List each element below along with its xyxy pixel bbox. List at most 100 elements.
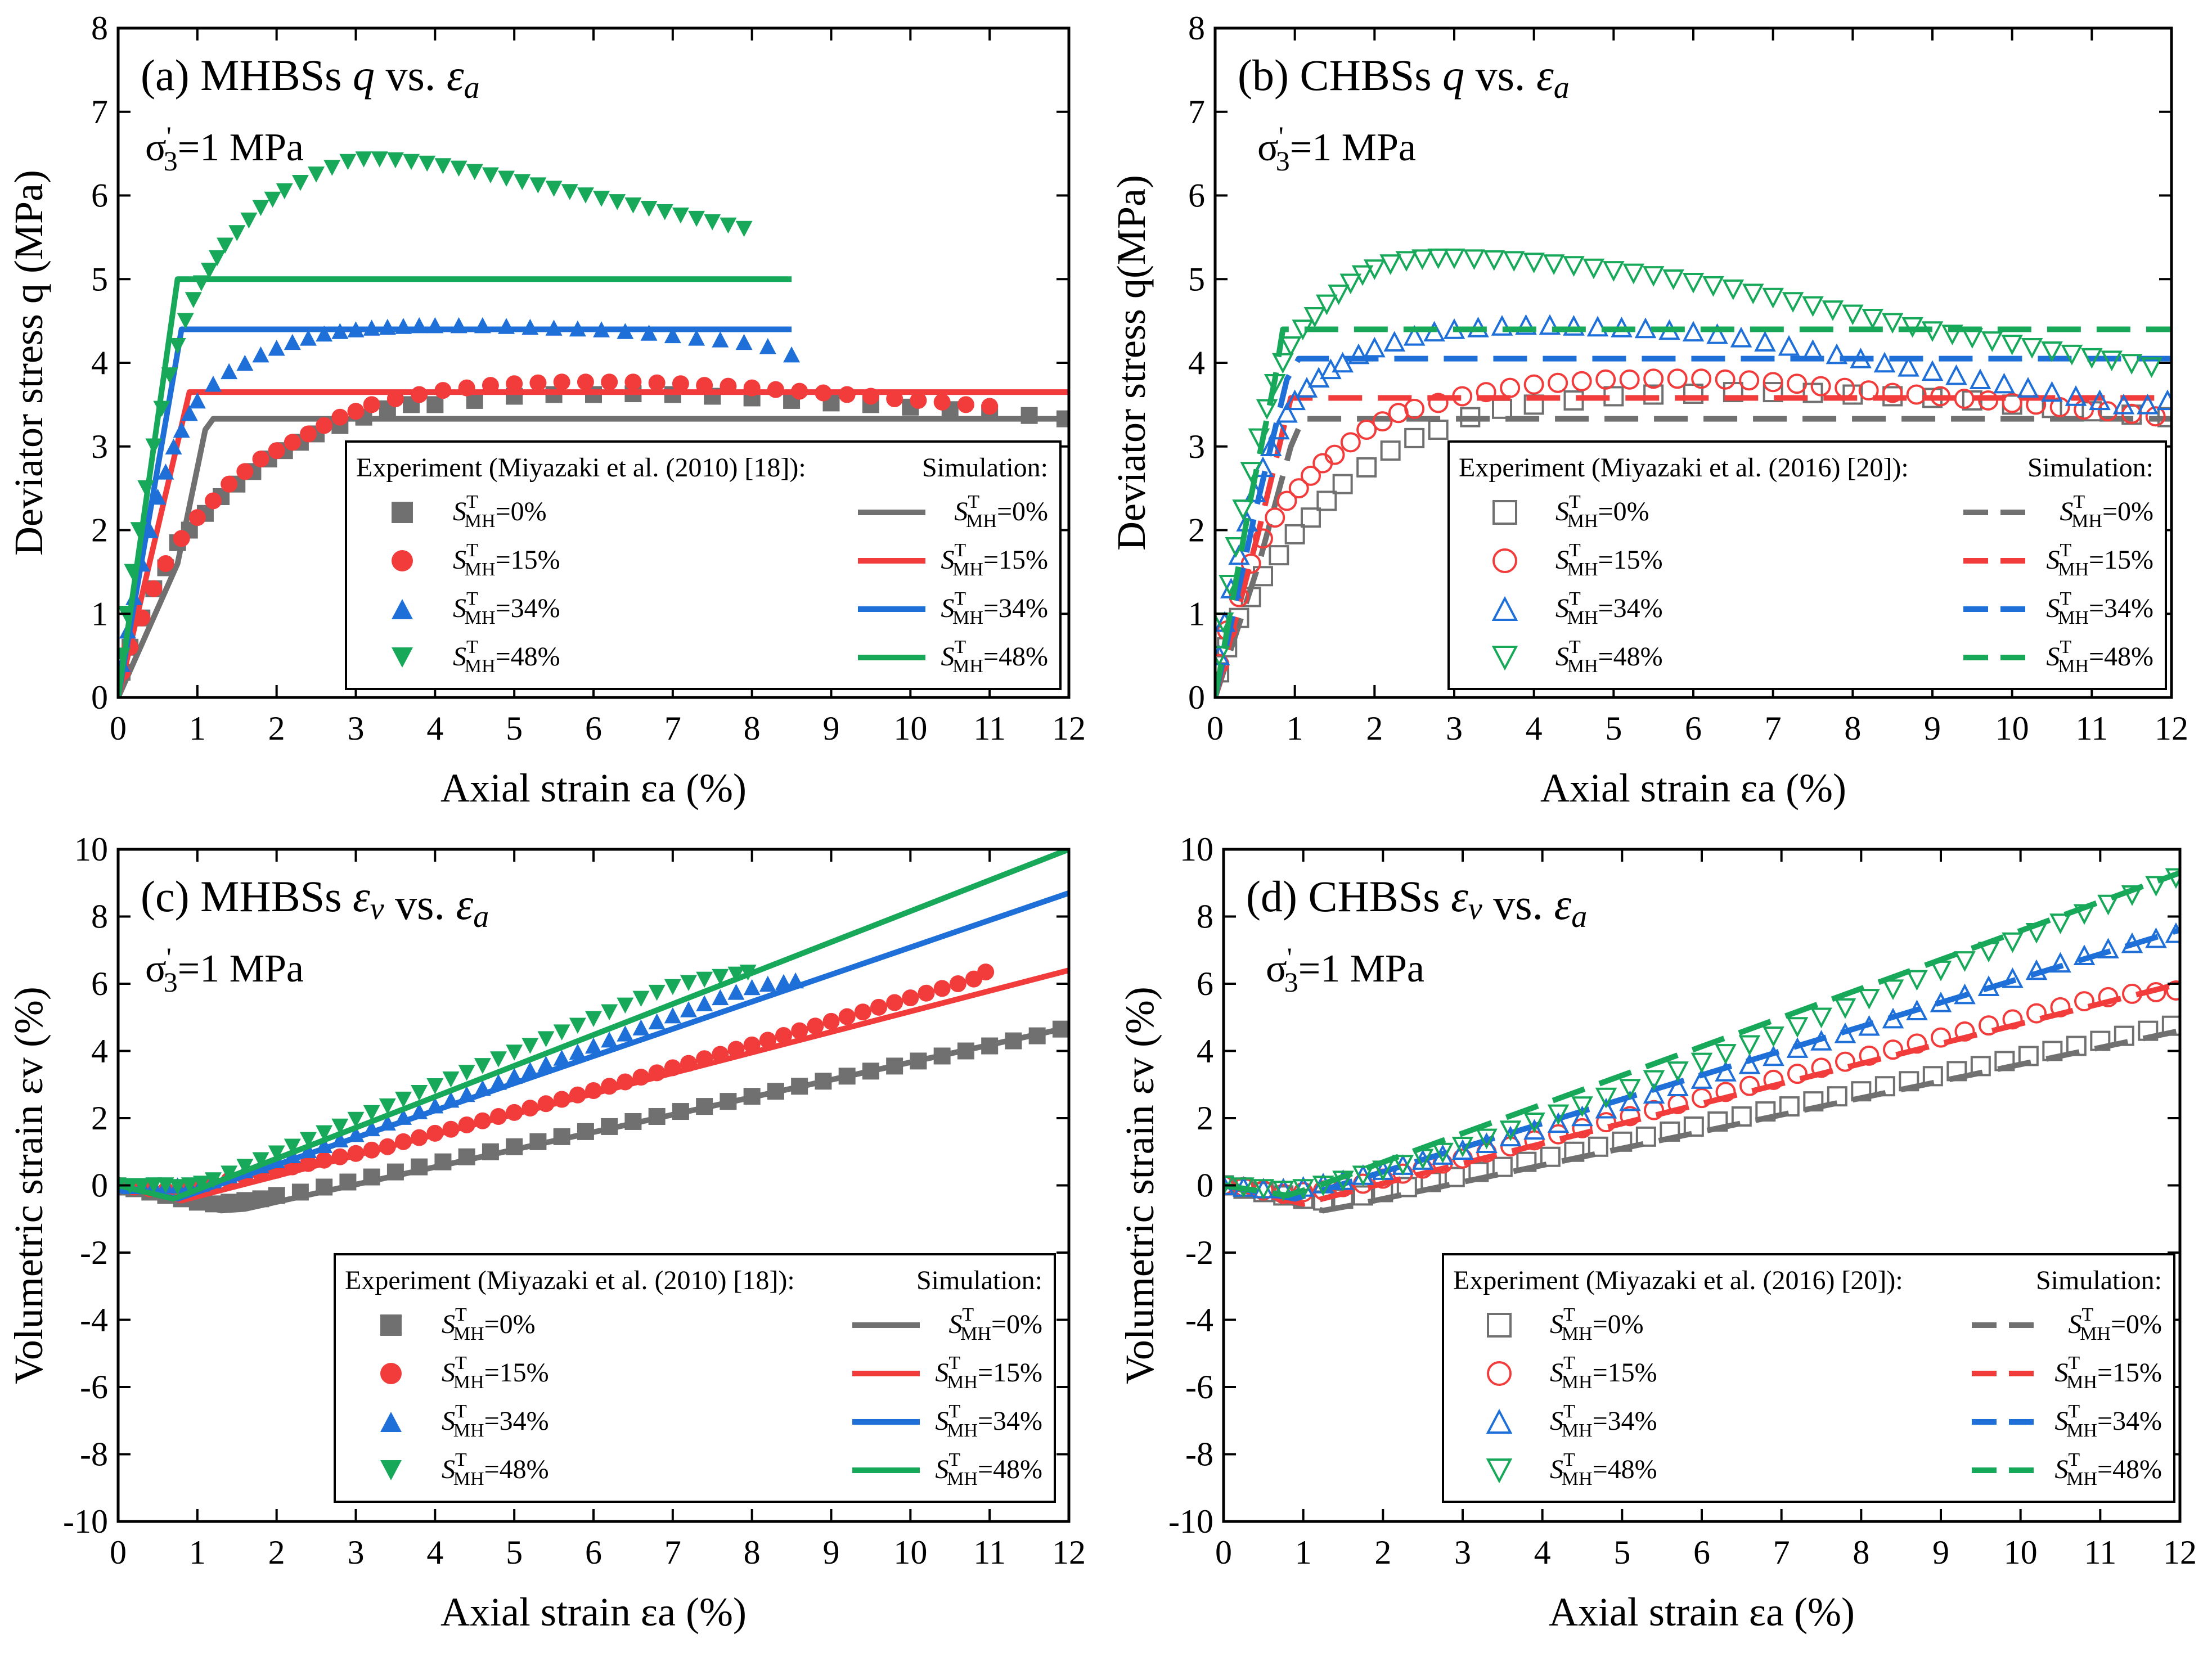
exp-point-red xyxy=(664,1059,681,1077)
exp-point-green xyxy=(252,1152,269,1168)
legend-sim-label: ST MH=0% xyxy=(2068,1304,2162,1344)
exp-point-red xyxy=(173,530,190,547)
exp-point-green xyxy=(1248,428,1270,449)
exp-point-blue xyxy=(1706,323,1728,344)
exp-point-red xyxy=(957,396,974,413)
exp-point-red xyxy=(1835,377,1855,398)
y-tick-label: 6 xyxy=(1197,965,1213,1002)
exp-point-grey xyxy=(426,396,444,413)
exp-point-blue xyxy=(1691,1068,1713,1089)
exp-point-red xyxy=(601,373,618,391)
exp-point-red xyxy=(791,382,808,400)
x-tick-label: 11 xyxy=(2084,1534,2116,1571)
exp-point-blue xyxy=(300,1142,317,1159)
exp-point-red xyxy=(236,463,254,480)
exp-point-red xyxy=(910,391,927,409)
exp-point-blue xyxy=(1476,1132,1498,1154)
exp-point-grey xyxy=(1492,1156,1513,1177)
x-tick-label: 2 xyxy=(1374,1534,1391,1571)
exp-point-green xyxy=(2061,344,2083,366)
exp-point-blue xyxy=(735,334,753,350)
exp-point-grey xyxy=(838,1068,856,1085)
exp-point-red xyxy=(145,580,163,597)
exp-point-blue xyxy=(640,325,658,341)
exp-point-green xyxy=(426,1078,444,1095)
exp-point-blue xyxy=(1284,389,1306,411)
exp-point-green xyxy=(331,1118,349,1135)
exp-point-green xyxy=(1503,251,1525,272)
exp-point-blue xyxy=(331,323,349,339)
x-tick-label: 11 xyxy=(2075,710,2108,747)
exp-point-red xyxy=(807,1017,824,1035)
legend-marker-red xyxy=(1492,548,1517,573)
exp-point-red xyxy=(585,1082,602,1100)
exp-point-red xyxy=(1954,388,1975,409)
x-tick-label: 0 xyxy=(1207,710,1224,747)
exp-point-grey xyxy=(1683,1116,1704,1137)
exp-point-grey xyxy=(1899,1071,1919,1092)
legend-entry-label: ST MH=34% xyxy=(1550,1401,1657,1441)
exp-point-red xyxy=(1930,386,1951,407)
exp-point-green xyxy=(1802,296,1824,317)
y-tick-label: 7 xyxy=(1188,93,1205,130)
exp-point-grey xyxy=(933,1047,951,1065)
exp-point-green xyxy=(209,250,226,267)
exp-point-green xyxy=(1822,300,1844,321)
x-tick-label: 3 xyxy=(1446,710,1463,747)
exp-point-grey xyxy=(601,1118,618,1135)
exp-point-blue xyxy=(1730,326,1752,348)
exp-point-green xyxy=(2049,913,2071,934)
exp-point-grey xyxy=(1052,1020,1069,1038)
exp-point-red xyxy=(815,384,832,402)
exp-point-green xyxy=(419,155,436,172)
confining-stress-label: σ' 3=1 MPa xyxy=(1266,942,1424,998)
exp-point-red xyxy=(1301,465,1321,486)
legend-entry-label: ST MH=34% xyxy=(1555,588,1663,628)
exp-point-red xyxy=(2002,1009,2023,1030)
exp-point-red xyxy=(1811,1057,1832,1078)
exp-point-grey xyxy=(2090,1030,2111,1051)
legend-marker-blue xyxy=(380,1411,402,1433)
exp-point-green xyxy=(1954,951,1976,972)
exp-point-green xyxy=(1451,1136,1474,1158)
exp-point-green xyxy=(1763,1026,1784,1047)
x-tick-label: 0 xyxy=(110,1534,127,1571)
x-tick-label: 1 xyxy=(189,1534,206,1571)
exp-point-blue xyxy=(2065,385,2087,406)
exp-point-green xyxy=(2073,904,2096,925)
exp-point-grey xyxy=(506,1138,523,1155)
x-tick-label: 5 xyxy=(1605,710,1622,747)
exp-point-blue xyxy=(426,317,444,334)
exp-point-red xyxy=(1715,1082,1736,1102)
exp-point-green xyxy=(680,975,697,992)
exp-point-red xyxy=(680,1055,697,1072)
exp-point-green xyxy=(1782,292,1804,313)
exp-point-green xyxy=(1312,1176,1334,1196)
exp-point-green xyxy=(1722,279,1745,300)
exp-point-green xyxy=(624,197,642,214)
exp-point-red xyxy=(1715,369,1736,390)
legend-sim-label: ST MH=15% xyxy=(2054,1353,2162,1393)
exp-point-red xyxy=(1644,1100,1664,1120)
legend-sim-label: ST MH=34% xyxy=(2054,1401,2162,1441)
exp-point-green xyxy=(442,1071,460,1088)
y-tick-label: -8 xyxy=(80,1436,108,1473)
exp-point-blue xyxy=(474,1079,491,1096)
exp-point-green xyxy=(640,201,658,217)
exp-point-red xyxy=(648,374,666,391)
y-tick-label: 7 xyxy=(91,93,108,130)
y-tick-label: 3 xyxy=(1188,428,1205,465)
exp-point-red xyxy=(1340,432,1361,453)
exp-point-green xyxy=(1272,353,1294,374)
exp-point-green xyxy=(712,969,729,985)
exp-point-grey xyxy=(1468,1161,1489,1182)
x-tick-label: 4 xyxy=(426,710,443,747)
exp-point-green xyxy=(2041,341,2063,362)
exp-point-green xyxy=(185,292,202,308)
exp-point-green xyxy=(1292,1179,1314,1200)
exp-point-red xyxy=(2122,983,2142,1004)
exp-point-grey xyxy=(1874,1076,1895,1097)
exp-point-green xyxy=(300,1132,317,1149)
legend: Experiment (Miyazaki et al. (2010) [18])… xyxy=(334,1253,1056,1503)
exp-point-blue xyxy=(759,975,776,992)
